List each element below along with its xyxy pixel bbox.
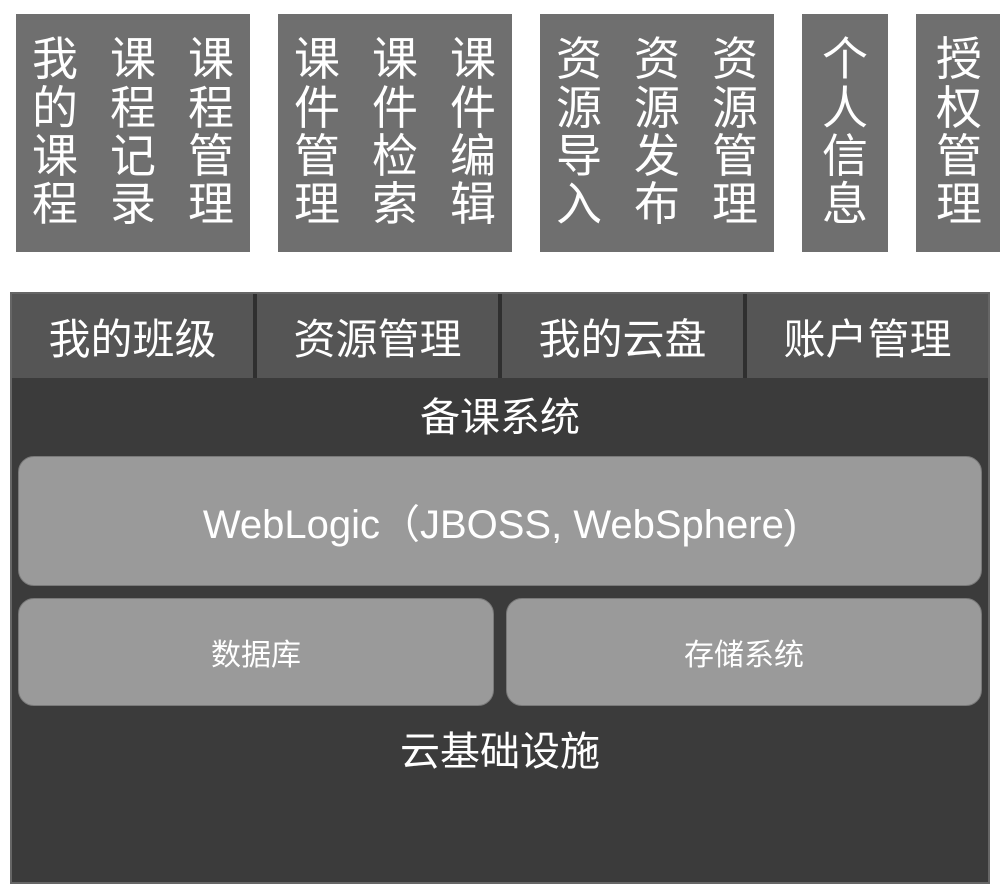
col-course-records: 课程记录 (94, 14, 172, 252)
col-courseware-search: 课件检索 (356, 14, 434, 252)
col-courseware-manage: 课件管理 (278, 14, 356, 252)
col-course-manage: 课程管理 (172, 14, 250, 252)
col-courseware-edit: 课件编辑 (434, 14, 512, 252)
col-resource-manage: 资源管理 (696, 14, 774, 252)
group-courses: 我的课程 课程记录 课程管理 (16, 14, 250, 252)
tab-my-cloud: 我的云盘 (502, 294, 747, 378)
layer-app-server: WebLogic（JBOSS, WebSphere) (18, 456, 982, 586)
layer-lesson-prep-system: 备课系统 (12, 378, 988, 450)
tab-my-class: 我的班级 (12, 294, 257, 378)
col-personal-info: 个人信息 (802, 14, 888, 252)
layer-data-row: 数据库 存储系统 (12, 592, 988, 712)
tabs-row: 我的班级 资源管理 我的云盘 账户管理 (12, 294, 988, 378)
layer-storage: 存储系统 (506, 598, 982, 706)
layer-cloud-infra: 云基础设施 (12, 712, 988, 784)
group-resources: 资源导入 资源发布 资源管理 (540, 14, 774, 252)
col-resource-import: 资源导入 (540, 14, 618, 252)
group-auth: 授权管理 (916, 14, 1000, 252)
col-auth-manage: 授权管理 (916, 14, 1000, 252)
top-feature-groups: 我的课程 课程记录 课程管理 课件管理 课件检索 课件编辑 资源导入 资源发布 … (0, 0, 1000, 252)
group-courseware: 课件管理 课件检索 课件编辑 (278, 14, 512, 252)
architecture-stack: 我的班级 资源管理 我的云盘 账户管理 备课系统 WebLogic（JBOSS,… (10, 292, 990, 884)
group-personal: 个人信息 (802, 14, 888, 252)
col-resource-publish: 资源发布 (618, 14, 696, 252)
tab-resource-manage: 资源管理 (257, 294, 502, 378)
tab-account-manage: 账户管理 (747, 294, 988, 378)
col-my-courses: 我的课程 (16, 14, 94, 252)
layer-database: 数据库 (18, 598, 494, 706)
